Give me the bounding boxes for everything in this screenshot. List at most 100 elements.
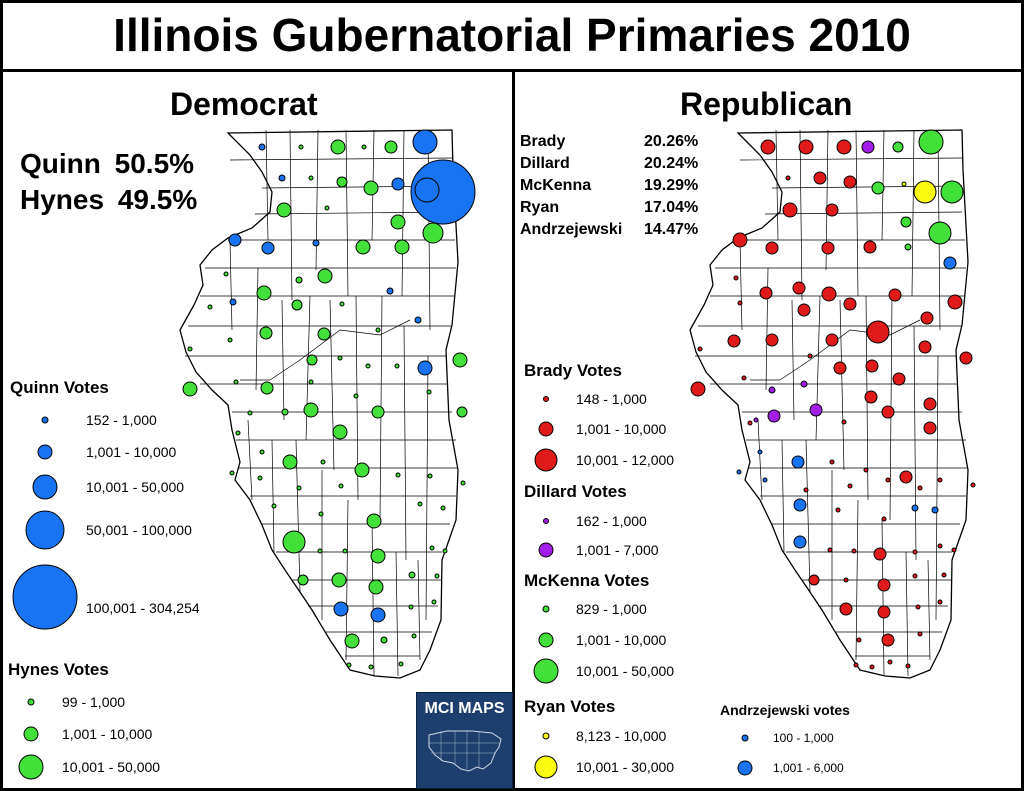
usa-map-icon [428, 730, 502, 772]
quinn-legend-symbols [12, 416, 78, 630]
rep-county-symbol [917, 485, 923, 491]
rep-county-symbol [917, 631, 923, 637]
rep-county-symbol [881, 633, 895, 647]
rep-county-symbol [951, 547, 957, 553]
mckenna-legend-symbols [533, 605, 559, 684]
legend-symbol-brady-2 [538, 421, 554, 437]
dem-county-symbol [395, 472, 401, 478]
dem-county-symbol [338, 483, 344, 489]
legend-symbol-dillard-1 [543, 518, 549, 524]
rep-county-symbol [737, 300, 743, 306]
legend-symbol-dillard-2 [538, 542, 554, 558]
rep-result-pct: 20.26% [644, 133, 699, 150]
rep-result-name: Ryan [520, 199, 560, 216]
dem-county-symbol [291, 299, 303, 311]
logo-text: MCI MAPS [424, 700, 505, 717]
rep-county-symbol [940, 180, 964, 204]
dem-county-symbol [426, 389, 432, 395]
dem-county-symbol [227, 337, 233, 343]
rep-county-symbol [851, 548, 857, 554]
rep-results-pcts: 20.26% 20.24% 19.29% 17.04% 14.47% [644, 131, 698, 241]
rep-county-symbol [853, 662, 859, 668]
dem-county-symbol [256, 285, 272, 301]
dem-county-symbol [368, 664, 374, 670]
brady-legend-range-3: 10,001 - 12,000 [576, 452, 675, 468]
mci-maps-logo: MCI MAPS [416, 692, 513, 789]
legend-symbol-andrzejewski-1 [741, 734, 749, 742]
rep-county-symbol [827, 547, 833, 553]
dillard-legend-range-2: 1,001 - 7,000 [576, 542, 659, 558]
rep-county-symbol [877, 605, 891, 619]
dem-county-symbol [187, 346, 193, 352]
rep-county-symbol [835, 507, 841, 513]
rep-county-symbol [915, 604, 921, 610]
dem-county-symbol [259, 326, 273, 340]
legend-symbol-brady-1 [543, 396, 549, 402]
legend-symbol-quinn-2 [37, 444, 53, 460]
rep-county-symbol [863, 240, 877, 254]
dem-county-symbol [320, 459, 326, 465]
rep-county-symbol [839, 602, 853, 616]
rep-county-symbol [813, 171, 827, 185]
dem-county-symbol [317, 327, 331, 341]
dillard-legend-title: Dillard Votes [524, 482, 627, 501]
dem-county-symbol [411, 633, 417, 639]
dem-county-symbol [342, 548, 348, 554]
dem-county-symbol [278, 174, 286, 182]
rep-county-symbol [871, 181, 885, 195]
dem-county-symbol [318, 511, 324, 517]
dem-county-symbol [442, 548, 448, 554]
dem-county-symbol [228, 233, 242, 247]
rep-county-symbol [861, 140, 875, 154]
legend-symbol-hynes-3 [18, 754, 44, 780]
democrat-heading: Democrat [170, 86, 318, 122]
rep-county-symbol [923, 397, 937, 411]
rep-county-symbol [836, 139, 852, 155]
rep-county-symbol [807, 353, 813, 359]
dem-county-symbol [380, 636, 388, 644]
rep-county-symbol [741, 375, 747, 381]
dem-county-symbol [361, 144, 367, 150]
rep-county-symbol [793, 535, 807, 549]
rep-county-symbol [792, 281, 806, 295]
legend-symbol-quinn-5 [12, 564, 78, 630]
dem-county-symbol [306, 354, 318, 366]
rep-county-symbol [941, 572, 947, 578]
rep-county-symbol [736, 469, 742, 475]
ryan-legend-symbols [534, 732, 558, 779]
republican-heading: Republican [680, 86, 853, 122]
dem-county-symbol [452, 352, 468, 368]
dem-result-hynes: Hynes 49.5% [20, 184, 197, 216]
ryan-legend-range-1: 8,123 - 10,000 [576, 728, 667, 744]
rep-county-symbol [937, 543, 943, 549]
hynes-legend-range-2: 1,001 - 10,000 [62, 726, 153, 742]
dem-county-symbol [391, 177, 405, 191]
andrzejewski-legend-range-2: 1,001 - 6,000 [773, 761, 844, 775]
rep-county-symbol [843, 577, 849, 583]
brady-legend-symbols [534, 396, 558, 472]
rep-county-symbol [782, 202, 798, 218]
dem-county-symbol [235, 430, 241, 436]
rep-county-symbol [843, 297, 857, 311]
rep-county-symbol [943, 256, 957, 270]
dem-county-symbol [431, 599, 437, 605]
rep-county-symbol [863, 467, 869, 473]
rep-county-symbol [947, 294, 963, 310]
rep-county-symbol [912, 549, 918, 555]
dem-county-symbol [298, 144, 304, 150]
dem-result-name: Quinn [20, 148, 101, 179]
rep-county-symbol [841, 419, 847, 425]
rep-county-symbol [904, 243, 912, 251]
hynes-legend-title: Hynes Votes [8, 660, 109, 679]
dem-county-symbol [332, 424, 348, 440]
republican-county-map [689, 129, 976, 679]
andrzejewski-legend-symbols [737, 734, 753, 776]
dem-county-symbol [354, 462, 370, 478]
rep-county-symbol [920, 311, 934, 325]
legend-symbol-quinn-1 [41, 416, 49, 424]
dem-county-symbol [271, 503, 277, 509]
hynes-legend-range-3: 10,001 - 50,000 [62, 759, 161, 775]
dem-result-pct: 50.5% [114, 148, 195, 179]
